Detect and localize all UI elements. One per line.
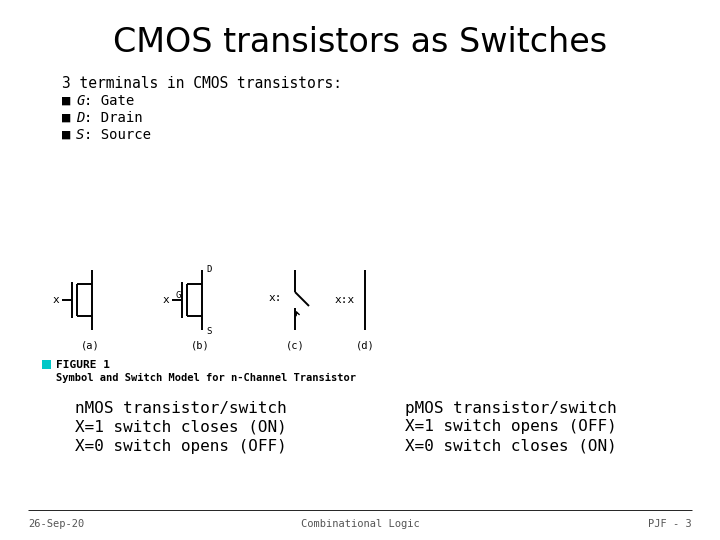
Text: (a): (a) bbox=[81, 340, 99, 350]
Text: (b): (b) bbox=[191, 340, 210, 350]
Text: : Drain: : Drain bbox=[84, 111, 143, 125]
Text: (c): (c) bbox=[286, 340, 305, 350]
Text: D: D bbox=[76, 111, 84, 125]
Text: : Source: : Source bbox=[84, 128, 151, 142]
Text: G: G bbox=[175, 291, 181, 300]
Text: X=1 switch closes (ON): X=1 switch closes (ON) bbox=[75, 420, 287, 435]
Text: x: x bbox=[163, 295, 169, 305]
Text: D: D bbox=[207, 266, 212, 274]
Text: CMOS transistors as Switches: CMOS transistors as Switches bbox=[113, 25, 607, 58]
Text: pMOS transistor/switch: pMOS transistor/switch bbox=[405, 401, 617, 415]
Text: ■: ■ bbox=[62, 111, 78, 125]
Bar bbox=[42, 360, 51, 369]
Text: X=0 switch opens (OFF): X=0 switch opens (OFF) bbox=[75, 438, 287, 454]
Text: nMOS transistor/switch: nMOS transistor/switch bbox=[75, 401, 287, 415]
Text: PJF - 3: PJF - 3 bbox=[648, 519, 692, 529]
Text: 26-Sep-20: 26-Sep-20 bbox=[28, 519, 84, 529]
Text: X=1 switch opens (OFF): X=1 switch opens (OFF) bbox=[405, 420, 617, 435]
Text: X=0 switch closes (ON): X=0 switch closes (ON) bbox=[405, 438, 617, 454]
Text: S: S bbox=[207, 327, 212, 335]
Text: G: G bbox=[76, 94, 84, 108]
Text: ■: ■ bbox=[62, 94, 78, 108]
Text: x: x bbox=[53, 295, 59, 305]
Text: FIGURE 1: FIGURE 1 bbox=[56, 360, 110, 370]
Text: ■: ■ bbox=[62, 128, 78, 142]
Text: (d): (d) bbox=[356, 340, 374, 350]
Text: x:x: x:x bbox=[335, 295, 355, 305]
Text: : Gate: : Gate bbox=[84, 94, 134, 108]
Text: Combinational Logic: Combinational Logic bbox=[301, 519, 419, 529]
Text: S: S bbox=[76, 128, 84, 142]
Text: Symbol and Switch Model for n-Channel Transistor: Symbol and Switch Model for n-Channel Tr… bbox=[56, 373, 356, 383]
Text: x:: x: bbox=[269, 293, 282, 303]
Text: 3 terminals in CMOS transistors:: 3 terminals in CMOS transistors: bbox=[62, 77, 342, 91]
